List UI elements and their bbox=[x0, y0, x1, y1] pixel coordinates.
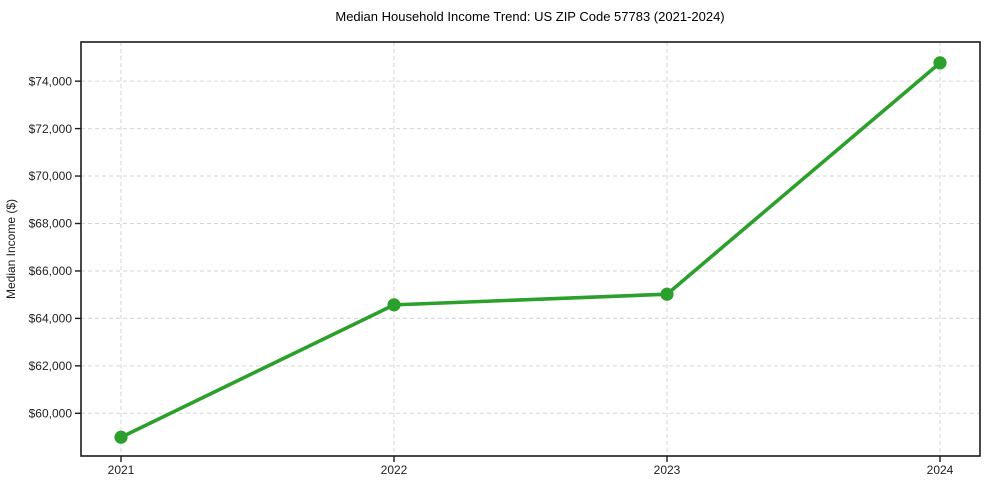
trend-series-layer bbox=[114, 56, 947, 444]
y-tick-label: $60,000 bbox=[29, 406, 73, 420]
y-tick-label: $62,000 bbox=[29, 359, 73, 373]
grid-layer bbox=[81, 42, 980, 456]
data-point-marker bbox=[114, 430, 128, 444]
y-tick-label: $74,000 bbox=[29, 74, 73, 88]
data-point-marker bbox=[660, 287, 674, 301]
y-tick-label: $68,000 bbox=[29, 217, 73, 231]
trend-line bbox=[119, 61, 942, 440]
y-tick-label: $70,000 bbox=[29, 169, 73, 183]
data-point-marker bbox=[387, 298, 401, 312]
chart-title: Median Household Income Trend: US ZIP Co… bbox=[335, 9, 724, 24]
y-tick-label: $72,000 bbox=[29, 122, 73, 136]
x-tick-label: 2022 bbox=[381, 463, 408, 477]
x-tick-label: 2024 bbox=[927, 463, 954, 477]
x-tick-label: 2023 bbox=[654, 463, 681, 477]
data-point-marker bbox=[933, 56, 947, 70]
x-tick-label: 2021 bbox=[108, 463, 135, 477]
y-tick-label: $66,000 bbox=[29, 264, 73, 278]
axis-layer: $60,000 $62,000 $64,000 $66,000 $68,000 $70,0… bbox=[29, 41, 981, 477]
y-tick-label: $64,000 bbox=[29, 312, 73, 326]
y-axis-label: Median Income ($) bbox=[4, 199, 18, 299]
plot-border bbox=[80, 41, 981, 457]
